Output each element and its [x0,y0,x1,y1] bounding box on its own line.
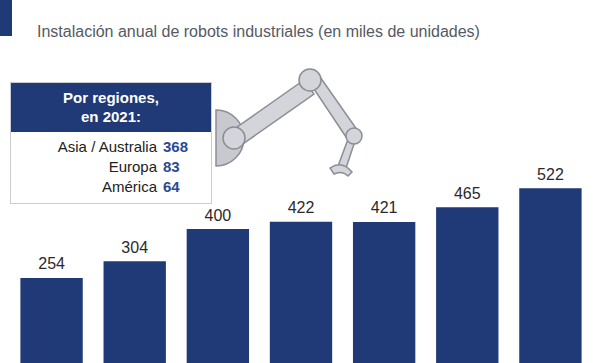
html-text:Por regiones,: Por regiones, [63,89,159,106]
html-text:en 2021:: en 2021: [81,108,141,125]
html-text:América: América [102,178,157,195]
svg-text:254: 254 [38,255,65,272]
svg-text:465: 465 [454,185,481,202]
svg-text:422: 422 [288,199,315,216]
html-text:Asia / Australia: Asia / Australia [57,138,157,155]
svg-text:Instalación anual de robots in: Instalación anual de robots industriales… [37,23,480,40]
html-text:368: 368 [163,138,188,155]
html-text:64: 64 [163,178,180,195]
html-text:83: 83 [163,158,180,175]
svg-text:304: 304 [121,239,148,256]
svg-text:421: 421 [371,199,398,216]
html-text:Europa: Europa [108,158,157,175]
svg-text:400: 400 [205,207,232,224]
svg-text:522: 522 [537,166,564,183]
